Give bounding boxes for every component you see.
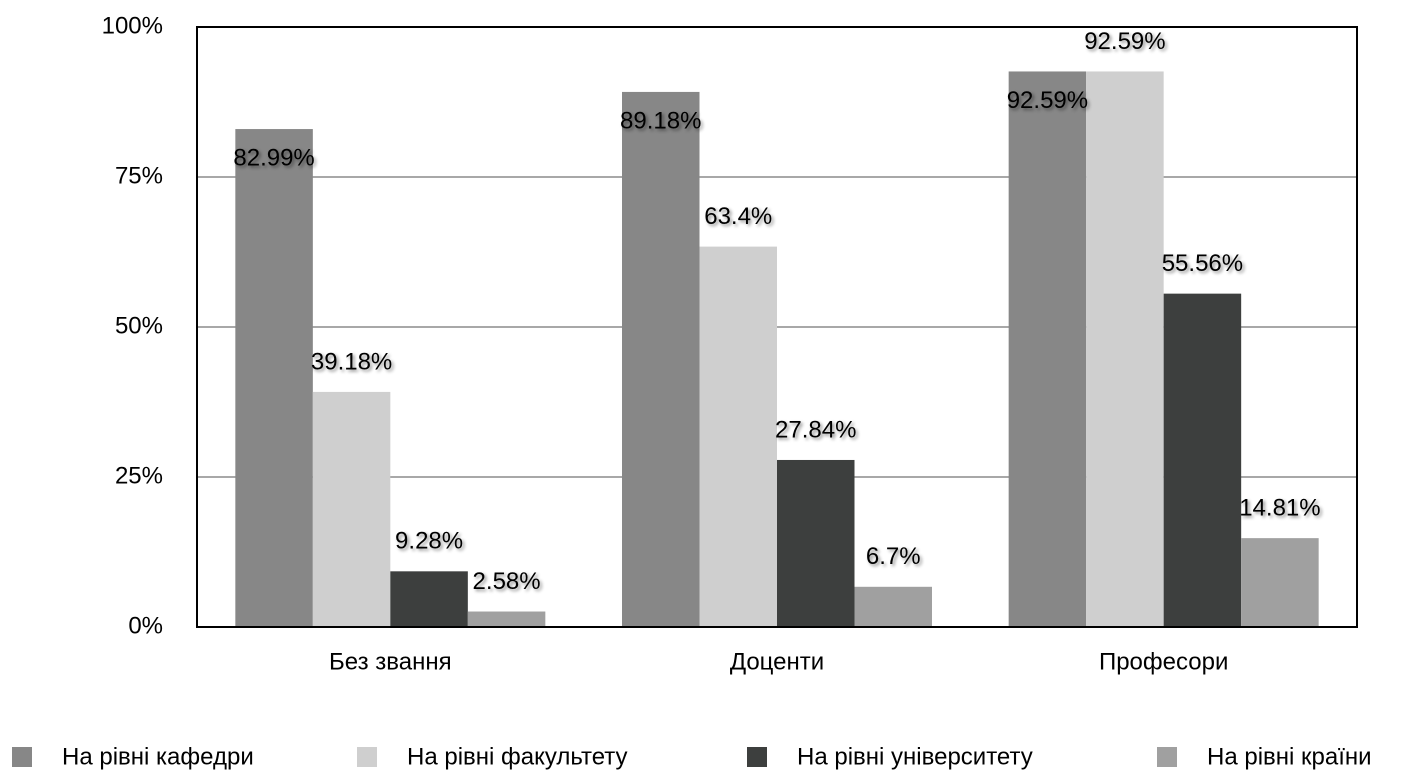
value-label: 6.7% [866,543,921,570]
x-tick-label: Без звання [329,648,452,675]
bar [777,459,855,627]
value-label: 2.58% [473,568,541,595]
legend-label: На рівні факультету [407,743,628,770]
value-label: 14.81% [1239,494,1320,521]
value-label: 92.59% [1007,87,1088,114]
legend-label: На рівні кафедри [62,743,254,770]
bar [312,391,391,627]
value-label: 39.18% [311,348,392,375]
value-label: 82.99% [233,144,314,171]
legend-swatch [1157,747,1177,767]
bar [699,246,777,627]
legend-label: На рівні країни [1207,743,1372,770]
bar [1163,293,1242,627]
value-label: 27.84% [775,416,856,443]
plot-border [196,26,1358,628]
bar [854,586,932,627]
x-tick-label: Професори [1099,648,1228,675]
y-tick-label: 75% [115,162,163,189]
legend-label: На рівні університету [797,743,1033,770]
bar [1241,538,1319,627]
value-label: 63.4% [704,203,772,230]
legend-swatch [747,747,767,767]
value-label: 92.59% [1084,28,1165,55]
y-tick-label: 0% [128,612,163,639]
legend-swatch [12,747,32,767]
bar [467,611,546,627]
value-label: 89.18% [620,107,701,134]
legend-swatch [357,747,377,767]
y-tick-label: 25% [115,462,163,489]
bar [1086,71,1164,627]
y-tick-label: 50% [115,312,163,339]
bar [622,91,700,628]
value-label: 55.56% [1162,250,1243,277]
x-tick-label: Доценти [730,648,824,675]
y-tick-label: 100% [102,12,163,39]
bar [1008,71,1087,627]
value-label: 9.28% [395,528,463,555]
bar [235,129,313,627]
bar [390,571,468,627]
